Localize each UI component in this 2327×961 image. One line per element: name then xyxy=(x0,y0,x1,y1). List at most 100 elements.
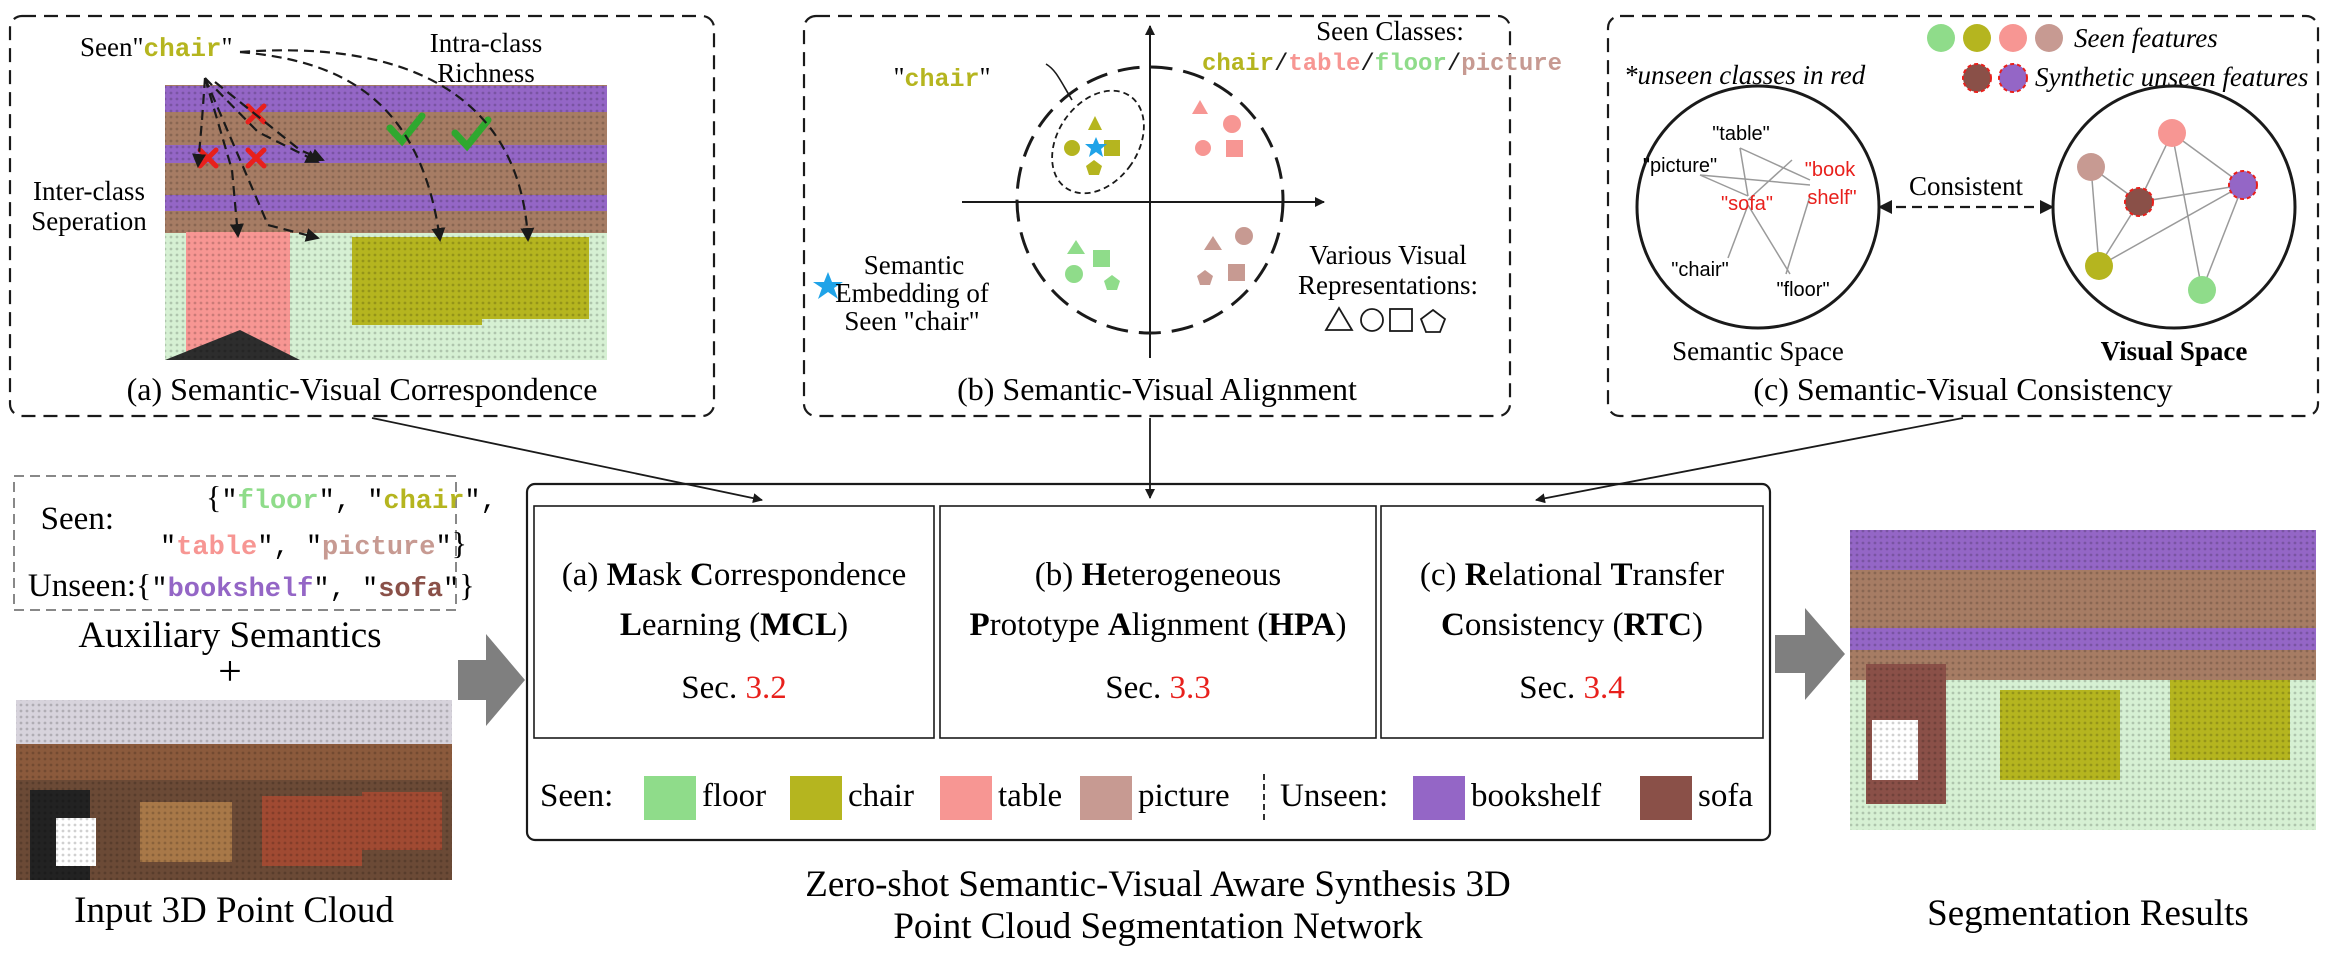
panel-c-caption: (c) Semantic-Visual Consistency xyxy=(1753,371,2172,407)
chair-cluster xyxy=(1064,116,1120,175)
auxiliary-semantics: Seen: {"floor", "chair", "table", "pictu… xyxy=(13,475,497,695)
seen-classes-title: Seen Classes: xyxy=(1316,16,1464,46)
legend-sofa: sofa xyxy=(1698,778,1753,814)
legend-chair: chair xyxy=(848,778,914,814)
sem-word-shelf: shelf" xyxy=(1807,187,1856,209)
sem-word-floor: "floor" xyxy=(1776,279,1829,301)
legend-swatch-chair xyxy=(790,776,842,820)
input-to-network-arrow xyxy=(458,634,525,726)
intra-class-label-2: Richness xyxy=(437,58,535,88)
sem-word-sofa: "sofa" xyxy=(1721,193,1773,215)
network-title-1: Zero-shot Semantic-Visual Aware Synthesi… xyxy=(805,864,1510,905)
various-visual-label-1: Various Visual xyxy=(1309,240,1467,270)
sem-word-book: "book xyxy=(1805,159,1856,181)
panel-a-frame xyxy=(8,14,716,418)
panel-a-caption: (a) Semantic-Visual Correspondence xyxy=(127,371,598,407)
network-title-2: Point Cloud Segmentation Network xyxy=(893,906,1423,947)
module-b-line2: Prototype Alignment (HPA) xyxy=(969,607,1346,643)
visual-space-label: Visual Space xyxy=(2101,336,2248,366)
panel-c-frame xyxy=(1606,14,2320,418)
legend-table: table xyxy=(998,778,1062,814)
aux-seen-label: Seen: xyxy=(41,501,114,537)
aux-unseen-line: {"bookshelf", "sofa"} xyxy=(136,567,475,605)
seen-features-label: Seen features xyxy=(2074,23,2218,53)
input-title: Input 3D Point Cloud xyxy=(74,890,394,931)
legend-swatch-bookshelf xyxy=(1413,776,1465,820)
intra-class-label-1: Intra-class xyxy=(430,28,542,58)
input-point-cloud: Input 3D Point Cloud xyxy=(16,700,452,931)
semantic-star-icon xyxy=(813,272,843,299)
semantic-embedding-label-1: Semantic xyxy=(864,250,964,280)
semantic-embedding-label-3: Seen "chair" xyxy=(844,306,979,336)
legend-swatch-floor xyxy=(644,776,696,820)
seen-classes-list: chair/table/floor/picture xyxy=(1202,51,1562,78)
synthetic-feature-dots xyxy=(1962,63,2028,93)
sem-word-chair: "chair" xyxy=(1671,259,1729,281)
module-a-line2: Learning (MCL) xyxy=(620,607,848,643)
module-c-line2: Consistency (RTC) xyxy=(1441,607,1703,643)
segmentation-result: Segmentation Results xyxy=(1850,530,2316,934)
chair-pointer xyxy=(1045,63,1073,101)
semantic-embedding-label-2: Embedding of xyxy=(835,278,989,308)
inter-class-label-2: Seperation xyxy=(31,206,147,236)
module-a-line1: (a) Mask Correspondence xyxy=(562,557,907,593)
input-texture xyxy=(16,700,452,880)
panel-b-frame xyxy=(802,14,1512,418)
visual-space-edges xyxy=(2090,132,2244,291)
seen-feature-dots xyxy=(1927,24,2063,52)
panel-b-caption: (b) Semantic-Visual Alignment xyxy=(957,371,1357,407)
semantic-space-edges xyxy=(1699,147,1811,275)
network-to-output-arrow xyxy=(1775,608,1845,700)
module-rtc xyxy=(1380,505,1764,739)
picture-cluster xyxy=(1197,227,1253,285)
legend-floor: floor xyxy=(702,778,766,814)
legend-swatch-table xyxy=(940,776,992,820)
floor-cluster xyxy=(1065,240,1120,290)
aux-seen-line-1: {"floor", "chair", xyxy=(206,479,497,517)
module-b-line1: (b) Heterogeneous xyxy=(1035,557,1282,593)
panel-a-arrows xyxy=(192,49,535,242)
visual-space-nodes xyxy=(2077,119,2258,304)
module-c-line1: (c) Relational Transfer xyxy=(1420,557,1724,593)
chair-semantic-star xyxy=(1085,137,1107,157)
aux-title: Auxiliary Semantics xyxy=(78,615,381,656)
panel-to-module-arrows xyxy=(371,417,1964,504)
network-box: (a) Mask Correspondence Learning (MCL) S… xyxy=(525,482,1772,842)
legend-swatch-sofa xyxy=(1640,776,1692,820)
shape-glyphs xyxy=(1324,306,1447,333)
module-b-sec: Sec. 3.3 xyxy=(1105,670,1210,706)
inter-class-label-1: Inter-class xyxy=(33,176,145,206)
panel-c: Seen features Synthetic unseen features … xyxy=(1606,14,2320,418)
aux-seen-line-2: "table", "picture"} xyxy=(160,525,467,563)
consistent-label: Consistent xyxy=(1909,171,2024,201)
aux-unseen-label: Unseen: xyxy=(28,568,136,604)
module-mcl xyxy=(533,505,935,739)
module-hpa xyxy=(939,505,1377,739)
point-texture xyxy=(165,85,607,360)
seg-texture xyxy=(1850,530,2316,830)
panel-b: "chair" Seen Classes: chair/table/floor/… xyxy=(802,14,1562,418)
sem-word-table: "table" xyxy=(1712,123,1770,145)
various-visual-label-2: Representations: xyxy=(1298,270,1478,300)
legend-bookshelf: bookshelf xyxy=(1471,778,1601,814)
seg-title: Segmentation Results xyxy=(1927,893,2249,934)
panel-a-scene xyxy=(165,49,607,360)
semantic-space-label: Semantic Space xyxy=(1672,336,1844,366)
sem-word-picture: "picture" xyxy=(1643,155,1717,177)
table-cluster xyxy=(1192,100,1243,157)
seen-chair-label: Seen"chair" xyxy=(80,32,233,64)
visual-space-circle xyxy=(2051,84,2297,330)
module-c-sec: Sec. 3.4 xyxy=(1519,670,1624,706)
network-frame xyxy=(525,482,1772,842)
legend-swatch-picture xyxy=(1080,776,1132,820)
legend-picture: picture xyxy=(1138,778,1230,814)
panel-a: Seen"chair" Intra-class Richness Inter-c… xyxy=(8,14,716,418)
unseen-note: *unseen classes in red xyxy=(1624,60,1866,90)
module-a-sec: Sec. 3.2 xyxy=(681,670,786,706)
class-legend: Seen: floor chair table picture Unseen: … xyxy=(540,774,1753,820)
green-checks xyxy=(386,112,492,152)
plus-sign: + xyxy=(218,649,242,695)
legend-unseen-label: Unseen: xyxy=(1280,778,1388,814)
chair-quote-label: "chair" xyxy=(893,62,990,94)
